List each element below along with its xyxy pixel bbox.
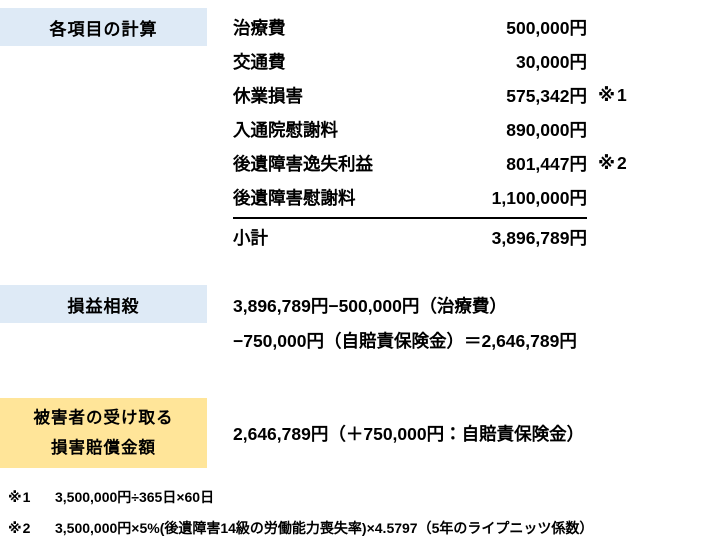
footnote-marker: ※1 xyxy=(8,489,32,505)
table-row: 入通院慰謝料 890,000円 xyxy=(233,112,663,146)
subtotal-row: 小計 3,896,789円 xyxy=(233,219,663,256)
item-amount: 500,000円 xyxy=(506,17,587,38)
item-name: 交通費 xyxy=(233,51,286,72)
section-label-payout: 被害者の受け取る 損害賠償金額 xyxy=(0,398,207,468)
footnote-2: ※2 3,500,000円×5%(後遺障害14級の労働能力喪失率)×4.5797… xyxy=(8,513,593,544)
section-label-items: 各項目の計算 xyxy=(0,8,207,46)
offset-equation-line-1: 3,896,789円−500,000円（治療費） xyxy=(233,296,507,316)
item-amount: 1,100,000円 xyxy=(491,187,587,208)
table-row: 後遺障害慰謝料 1,100,000円 xyxy=(233,180,663,214)
item-name: 治療費 xyxy=(233,17,286,38)
table-row: 治療費 500,000円 xyxy=(233,10,663,44)
payout-value: 2,646,789円（＋750,000円：自賠責保険金） xyxy=(233,424,585,444)
footnote-text: 3,500,000円×5%(後遺障害14級の労働能力喪失率)×4.5797（5年… xyxy=(55,520,594,536)
table-row: 後遺障害逸失利益 801,447円 ※2 xyxy=(233,146,663,180)
item-amount: 30,000円 xyxy=(515,51,587,72)
offset-equation: 3,896,789円−500,000円（治療費） −750,000円（自賠責保険… xyxy=(233,289,577,359)
offset-equation-line-2: −750,000円（自賠責保険金）＝2,646,789円 xyxy=(233,331,577,351)
item-name: 後遺障害逸失利益 xyxy=(233,153,373,174)
footnote-marker: ※2 xyxy=(8,520,32,536)
item-note: ※1 xyxy=(598,84,629,105)
subtotal-divider xyxy=(233,217,587,219)
item-name: 入通院慰謝料 xyxy=(233,119,338,140)
item-amount: 890,000円 xyxy=(506,119,587,140)
footnote-text: 3,500,000円÷365日×60日 xyxy=(55,489,215,505)
section-label-payout-line-2: 損害賠償金額 xyxy=(51,439,156,457)
section-label-items-text: 各項目の計算 xyxy=(49,19,158,39)
section-label-payout-line-1: 被害者の受け取る xyxy=(33,409,174,427)
items-table: 治療費 500,000円 交通費 30,000円 休業損害 575,342円 ※… xyxy=(233,10,663,256)
item-amount: 575,342円 xyxy=(506,85,587,106)
item-amount: 801,447円 xyxy=(506,153,587,174)
table-row: 休業損害 575,342円 ※1 xyxy=(233,78,663,112)
item-note: ※2 xyxy=(598,152,629,173)
item-name: 後遺障害慰謝料 xyxy=(233,187,356,208)
section-label-offset-text: 損益相殺 xyxy=(67,296,140,316)
footnotes: ※1 3,500,000円÷365日×60日 ※2 3,500,000円×5%(… xyxy=(8,482,593,544)
footnote-1: ※1 3,500,000円÷365日×60日 xyxy=(8,482,593,513)
subtotal-label: 小計 xyxy=(233,228,268,248)
subtotal-amount: 3,896,789円 xyxy=(491,228,587,248)
table-row: 交通費 30,000円 xyxy=(233,44,663,78)
section-label-offset: 損益相殺 xyxy=(0,285,207,323)
item-name: 休業損害 xyxy=(233,85,303,106)
